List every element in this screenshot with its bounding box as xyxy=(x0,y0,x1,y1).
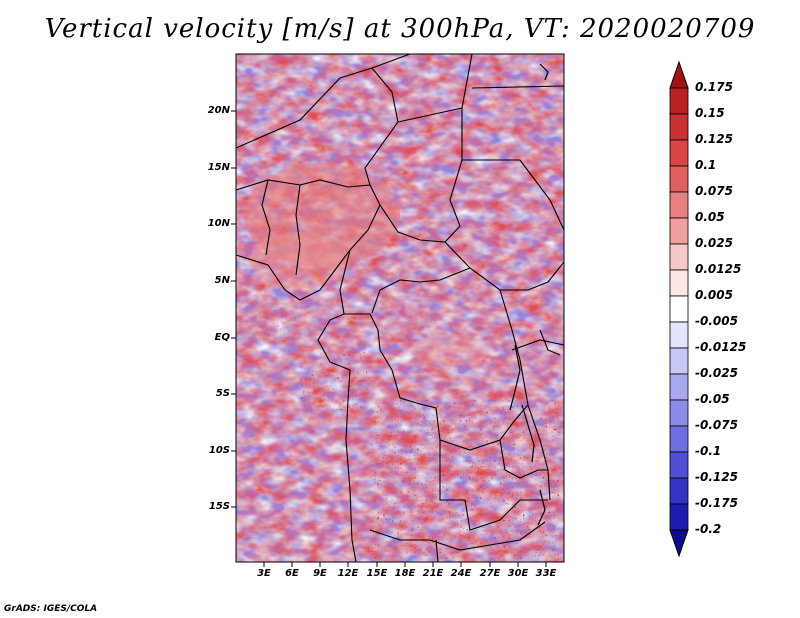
lon-tick-label: 30E xyxy=(507,568,529,579)
colorbar-label: 0.05 xyxy=(695,210,725,224)
colorbar-swatch xyxy=(669,321,689,349)
vertical-velocity-field xyxy=(236,54,564,562)
colorbar-swatch xyxy=(669,139,689,167)
colorbar xyxy=(669,60,689,558)
lon-tick-label: 21E xyxy=(422,568,444,579)
lat-tick-label: 20N xyxy=(207,105,230,116)
lon-tick-label: 24E xyxy=(450,568,472,579)
lon-tick-label: 15E xyxy=(366,568,388,579)
map-title: Vertical velocity [m/s] at 300hPa, VT: 2… xyxy=(44,14,756,44)
lon-tick-label: 9E xyxy=(313,568,327,579)
lat-tick-label: 10S xyxy=(208,445,230,456)
lat-tick-label: EQ xyxy=(214,332,230,343)
colorbar-label: -0.0125 xyxy=(695,340,747,354)
colorbar-label: -0.025 xyxy=(695,366,738,380)
colorbar-swatch xyxy=(669,87,689,115)
lat-tick-label: 15S xyxy=(208,501,230,512)
colorbar-swatch xyxy=(669,399,689,427)
colorbar-label: 0.15 xyxy=(695,106,725,120)
map-frame xyxy=(235,53,565,563)
lon-tick-label: 18E xyxy=(394,568,416,579)
colorbar-label: 0.075 xyxy=(695,184,733,198)
colorbar-label: 0.125 xyxy=(695,132,733,146)
colorbar-swatch xyxy=(669,347,689,375)
lon-tick-label: 3E xyxy=(257,568,271,579)
lat-tick-label: 10N xyxy=(207,218,230,229)
colorbar-label: -0.075 xyxy=(695,418,738,432)
lat-tick-label: 5N xyxy=(214,275,230,286)
colorbar-label: -0.175 xyxy=(695,496,738,510)
colorbar-swatch xyxy=(669,243,689,271)
colorbar-label: 0.0125 xyxy=(695,262,742,276)
colorbar-swatch xyxy=(669,477,689,505)
grads-credit: GrADS: IGES/COLA xyxy=(4,604,98,614)
country-borders xyxy=(235,53,565,563)
colorbar-label: -0.1 xyxy=(695,444,722,458)
colorbar-max-triangle xyxy=(669,60,689,89)
colorbar-label: 0.025 xyxy=(695,236,733,250)
colorbar-label: -0.125 xyxy=(695,470,738,484)
colorbar-swatch xyxy=(669,425,689,453)
colorbar-label: -0.2 xyxy=(695,522,722,536)
colorbar-swatch xyxy=(669,165,689,193)
colorbar-swatch xyxy=(669,217,689,245)
colorbar-swatch xyxy=(669,373,689,401)
colorbar-label: 0.175 xyxy=(695,80,733,94)
colorbar-swatch xyxy=(669,269,689,297)
lat-tick-label: 15N xyxy=(207,162,230,173)
colorbar-min-triangle xyxy=(669,529,689,558)
colorbar-swatch xyxy=(669,503,689,531)
lon-tick-label: 27E xyxy=(479,568,501,579)
colorbar-swatch xyxy=(669,295,689,323)
lon-tick-label: 12E xyxy=(337,568,359,579)
colorbar-label: 0.005 xyxy=(695,288,733,302)
colorbar-swatch xyxy=(669,191,689,219)
lat-tick-label: 5S xyxy=(215,388,230,399)
colorbar-swatch xyxy=(669,113,689,141)
lon-tick-label: 33E xyxy=(535,568,557,579)
lon-tick-label: 6E xyxy=(285,568,299,579)
lake-outlines xyxy=(509,63,549,526)
colorbar-swatch xyxy=(669,451,689,479)
colorbar-label: -0.005 xyxy=(695,314,738,328)
colorbar-label: 0.1 xyxy=(695,158,717,172)
colorbar-label: -0.05 xyxy=(695,392,730,406)
